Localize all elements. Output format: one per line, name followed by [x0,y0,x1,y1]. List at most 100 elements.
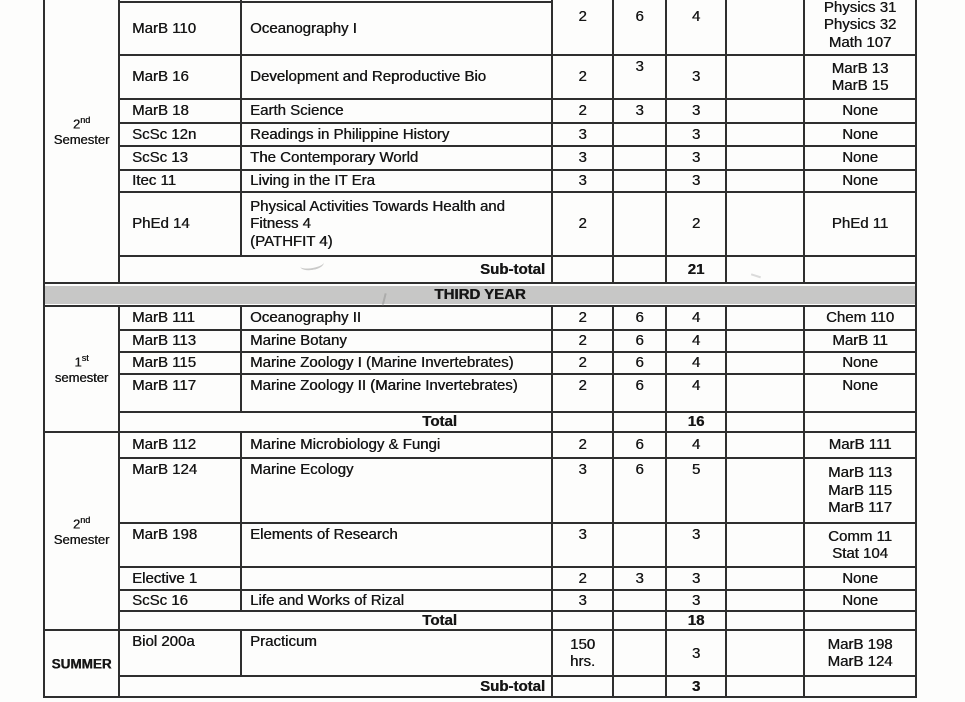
ordinal-suffix: st [81,353,89,364]
cell-blank [725,305,805,331]
cell-lab: 6 [612,431,667,459]
cell-lab [612,522,667,568]
year-band-third-year: THIRD YEAR [43,282,917,307]
cell-lec [551,411,614,433]
cell-lab: 3 [612,566,667,591]
cell-lec: 3 [551,589,614,612]
ordinal-suffix: nd [80,515,91,526]
cell-lab: 6 [612,0,667,56]
subtotal-label: Sub-total [118,255,553,284]
cell-blank [725,589,805,612]
cell-prerequisite: MarB 11 [803,329,917,353]
semester-number: 1 [74,354,82,370]
cell-blank [725,431,805,459]
ordinal-suffix: nd [80,115,91,126]
cell-lab [612,169,667,193]
cell-prerequisite: MarB 113 MarB 115 MarB 117 [803,457,917,524]
cell-blank [725,457,805,524]
cell-prerequisite: None [803,145,917,171]
table-row: 2nd Semester 2 6 4 Physics 31 Physics 32… [43,0,917,284]
cell-lec [551,609,614,632]
cell-course-title: Marine Ecology [240,457,553,524]
cell-units: 3 [665,122,727,147]
cell-lab: 3 [612,54,667,100]
cell-lec: 3 [551,522,614,568]
total-label: Total [118,609,553,632]
cell-units: 4 [665,431,727,459]
cell-units: 3 [665,145,727,171]
cell-lab [612,609,667,632]
cell-prerequisite: MarB 198 MarB 124 [803,629,917,678]
cell-blank [725,255,805,284]
cell-lec [551,675,614,699]
cell-course-title: Physical Activities Towards Health and F… [240,191,553,257]
cell-prerequisite: None [803,351,917,375]
cell-course-title: Marine Zoology II (Marine Invertebrates) [240,373,553,413]
cell-course-code: MarB 112 [118,431,242,459]
table-row: ScSc 16 Life and Works of Rizal 3 3 None [44,589,917,612]
total-label: Total [118,411,553,433]
semester-word: Semester [53,531,110,547]
cell-course-title: The Contemporary World [240,145,553,171]
cell-course-code: MarB 111 [118,305,242,331]
cell-lab [612,255,667,284]
cell-prerequisite: PhEd 11 [803,191,917,257]
cell-prerequisite: Chem 110 [803,305,917,331]
table-row: SUMMER Biol 200a Practicum 150 hrs. 3 Ma… [43,629,917,699]
cell-blank [725,629,805,678]
table-row: Elective 1 2 3 3 None [44,566,917,591]
table-row: MarB 198 Elements of Research 3 3 Comm 1… [44,522,917,568]
cell-course-title: Earth Science [240,98,553,124]
cell-prerequisite [803,411,917,433]
table-row: ScSc 12n Readings in Philippine History … [44,122,917,147]
cell-course-code: MarB 124 [118,457,242,524]
table-row: Total 18 [44,609,917,632]
cell-units: 4 [665,329,727,353]
cell-lec: 3 [551,169,614,193]
cell-units: 3 [665,629,727,678]
cell-blank [725,145,805,171]
table-row: MarB 124 Marine Ecology 3 6 5 MarB 113 M… [44,457,917,524]
cell-course-title: Oceanography I [240,1,553,56]
cell-lec: 3 [551,457,614,524]
semester-label-2nd-year-2nd-sem: 2nd Semester [43,0,120,284]
cell-blank [725,566,805,591]
cell-course-title: Marine Microbiology & Fungi [240,431,553,459]
cell-prerequisite: Comm 11 Stat 104 [803,522,917,568]
table-row: MarB 113 Marine Botany 2 6 4 MarB 11 [44,329,917,353]
cell-prerequisite [803,255,917,284]
cell-lec: 2 [551,431,614,459]
cell-lec: 2 [551,305,614,331]
cell-blank [725,191,805,257]
table-row: MarB 18 Earth Science 2 3 3 None [44,98,917,124]
cell-prerequisite: None [803,373,917,413]
cell-course-code: MarB 115 [118,351,242,375]
cell-units: 2 [665,191,727,257]
cell-lec: 3 [551,122,614,147]
subtotal-units: 3 [665,675,727,699]
semester-number: 2 [72,516,81,532]
semester-number: 2 [72,116,81,132]
cell-blank [725,122,805,147]
cell-units: 3 [665,98,727,124]
total-units: 16 [665,411,727,433]
table-row: Itec 11 Living in the IT Era 3 3 None [44,169,917,193]
cell-course-code: Itec 11 [118,169,242,193]
cell-course-title: Marine Zoology I (Marine Invertebrates) [240,351,553,375]
table-row: Sub-total 21 [44,255,917,284]
cell-lec: 2 [551,566,614,591]
cell-units: 5 [665,457,727,524]
table-row: MarB 117 Marine Zoology II (Marine Inver… [44,373,917,413]
semester-number: SUMMER [51,656,112,672]
cell-lab [612,589,667,612]
cell-blank [725,0,805,56]
cell-course-code: MarB 117 [118,373,242,413]
cell-course-code: Elective 1 [118,566,242,591]
cell-course-code: Biol 200a [118,629,242,678]
semester-word: semester [54,369,109,385]
cell-prerequisite [803,675,917,699]
cell-units: 3 [665,169,727,193]
cell-lec: 2 [551,54,614,100]
cell-course-title: Life and Works of Rizal [240,589,553,612]
